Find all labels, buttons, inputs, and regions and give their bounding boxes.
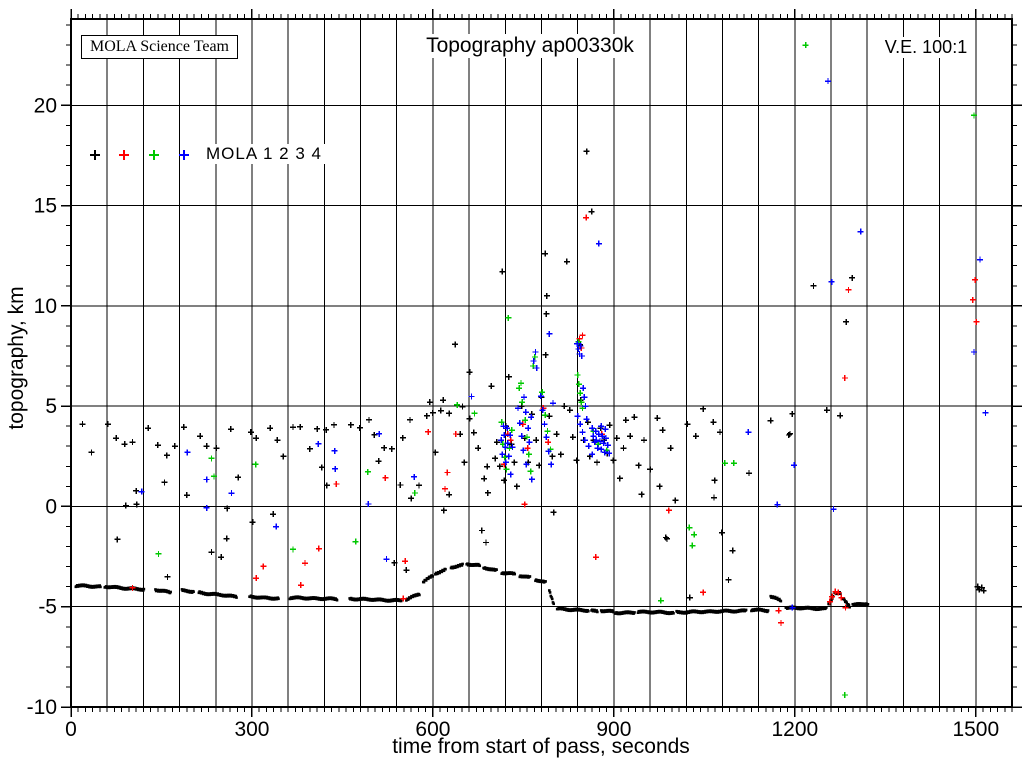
svg-text:15: 15 <box>34 195 57 218</box>
y-axis-label: topography, km <box>5 286 28 430</box>
x-axis-label: time from start of pass, seconds <box>392 735 690 758</box>
svg-text:900: 900 <box>596 718 631 741</box>
vertical-exaggeration-label: V.E. 100:1 <box>880 37 972 58</box>
svg-text:0: 0 <box>65 718 77 741</box>
svg-text:5: 5 <box>45 395 57 418</box>
svg-text:-5: -5 <box>38 596 57 619</box>
svg-text:600: 600 <box>415 718 450 741</box>
svg-text:-10: -10 <box>27 696 57 719</box>
svg-text:20: 20 <box>34 94 57 117</box>
tick-labels-layer: 0 300 600 900 1200 1500 -10 -5 0 5 10 15 20 <box>27 94 1000 741</box>
series-mola-4 <box>138 78 989 611</box>
series-mola-1 <box>79 148 987 601</box>
plot-title: Topography ap00330k <box>420 34 640 58</box>
svg-text:1200: 1200 <box>771 718 818 741</box>
legend-plus-markers <box>90 150 189 160</box>
svg-text:300: 300 <box>234 718 269 741</box>
svg-text:1500: 1500 <box>952 718 999 741</box>
svg-text:0: 0 <box>45 495 57 518</box>
svg-text:10: 10 <box>34 295 57 318</box>
scatter-points-layer <box>79 42 989 698</box>
legend-label: MOLA 1 2 3 4 <box>203 144 325 164</box>
axis-frame-and-ticks-layer <box>61 9 1022 717</box>
grid-layer <box>71 19 1012 707</box>
ground-track-layer <box>74 562 870 616</box>
credit-box: MOLA Science Team <box>81 35 238 59</box>
series-mola-3 <box>155 42 977 698</box>
